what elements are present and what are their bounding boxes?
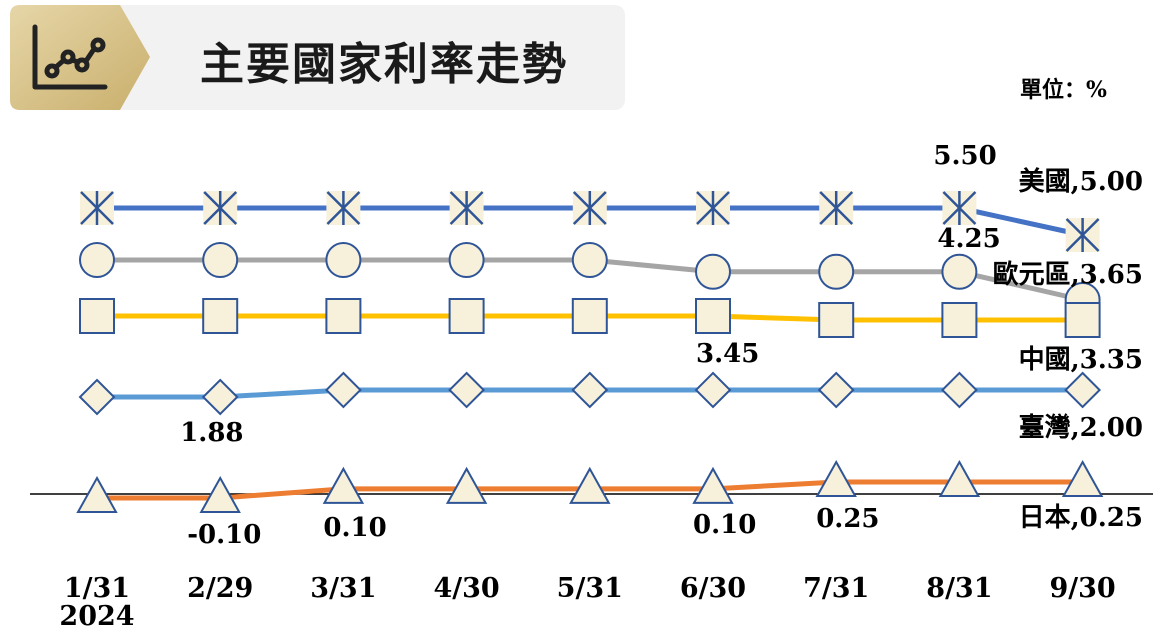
x-tick-label-5: 6/30 [680, 573, 746, 604]
marker-jp-2 [322, 466, 365, 504]
marker-eu-5 [695, 253, 731, 290]
data-label-jp-6: 0.25 [816, 504, 879, 534]
end-label-jp: 日本,0.25 [1019, 503, 1143, 533]
x-tick-label-7: 8/31 [926, 573, 992, 604]
marker-us-7 [942, 191, 977, 225]
marker-jp-7 [938, 459, 981, 497]
marker-us-1 [203, 191, 238, 225]
x-year-label: 2024 [59, 601, 134, 630]
x-tick-label-0: 1/31 [64, 573, 130, 604]
marker-jp-1 [199, 475, 241, 513]
data-label-tw-1: 1.88 [180, 418, 243, 448]
page-title: 主要國家利率走勢 [200, 39, 568, 90]
marker-tw-1 [201, 378, 239, 416]
marker-cn-1 [202, 298, 239, 334]
marker-eu-1 [202, 242, 239, 278]
x-tick-label-2: 3/31 [310, 573, 376, 604]
marker-jp-5 [692, 466, 734, 504]
marker-eu-0 [79, 242, 115, 278]
marker-tw-2 [324, 371, 362, 409]
marker-jp-8 [1061, 459, 1104, 497]
marker-us-4 [572, 191, 607, 225]
marker-us-2 [326, 191, 361, 225]
marker-eu-3 [448, 242, 485, 278]
end-label-cn: 中國,3.35 [1019, 345, 1143, 375]
marker-cn-8 [1064, 302, 1101, 338]
data-label-cn-5: 3.45 [696, 339, 759, 369]
marker-jp-6 [815, 459, 857, 497]
marker-us-3 [449, 191, 484, 225]
line-chart-icon [32, 24, 108, 90]
marker-cn-4 [571, 298, 608, 334]
x-tick-label-4: 5/31 [557, 573, 623, 604]
marker-tw-7 [940, 371, 978, 409]
marker-cn-2 [325, 298, 362, 334]
marker-tw-4 [571, 371, 609, 409]
unit-label: 單位：% [1020, 77, 1107, 103]
marker-us-6 [819, 191, 854, 225]
end-label-eu: 歐元區,3.65 [993, 260, 1143, 290]
marker-jp-4 [569, 466, 611, 504]
marker-tw-3 [448, 371, 486, 409]
end-label-tw: 臺灣,2.00 [1019, 413, 1143, 443]
data-label-jp-1: -0.10 [187, 520, 261, 550]
marker-tw-5 [694, 371, 732, 409]
chart-icon-tab [10, 5, 150, 110]
marker-cn-3 [448, 298, 485, 334]
marker-us-0 [80, 191, 114, 225]
end-label-us: 美國,5.00 [1019, 166, 1143, 197]
data-label-jp-5: 0.10 [693, 510, 756, 540]
marker-tw-8 [1064, 371, 1102, 409]
marker-eu-2 [325, 242, 362, 278]
marker-cn-7 [941, 302, 978, 338]
marker-cn-6 [818, 302, 855, 338]
marker-cn-0 [79, 298, 115, 334]
x-tick-label-8: 9/30 [1049, 573, 1115, 604]
marker-cn-5 [695, 298, 731, 334]
marker-eu-6 [818, 253, 855, 290]
data-label-us-7: 5.50 [933, 141, 996, 171]
marker-us-5 [696, 191, 730, 225]
data-label-jp-2: 0.10 [323, 513, 386, 543]
marker-jp-3 [445, 466, 488, 504]
marker-us-8 [1065, 218, 1100, 252]
x-tick-label-1: 2/29 [187, 573, 253, 604]
marker-tw-6 [817, 371, 855, 409]
x-tick-label-6: 7/31 [803, 573, 869, 604]
marker-eu-4 [571, 242, 608, 278]
x-tick-label-3: 4/30 [433, 573, 499, 604]
marker-eu-7 [941, 253, 978, 290]
data-label-eu-7: 4.25 [937, 224, 1000, 254]
marker-jp-0 [76, 475, 118, 513]
marker-tw-0 [78, 378, 116, 416]
